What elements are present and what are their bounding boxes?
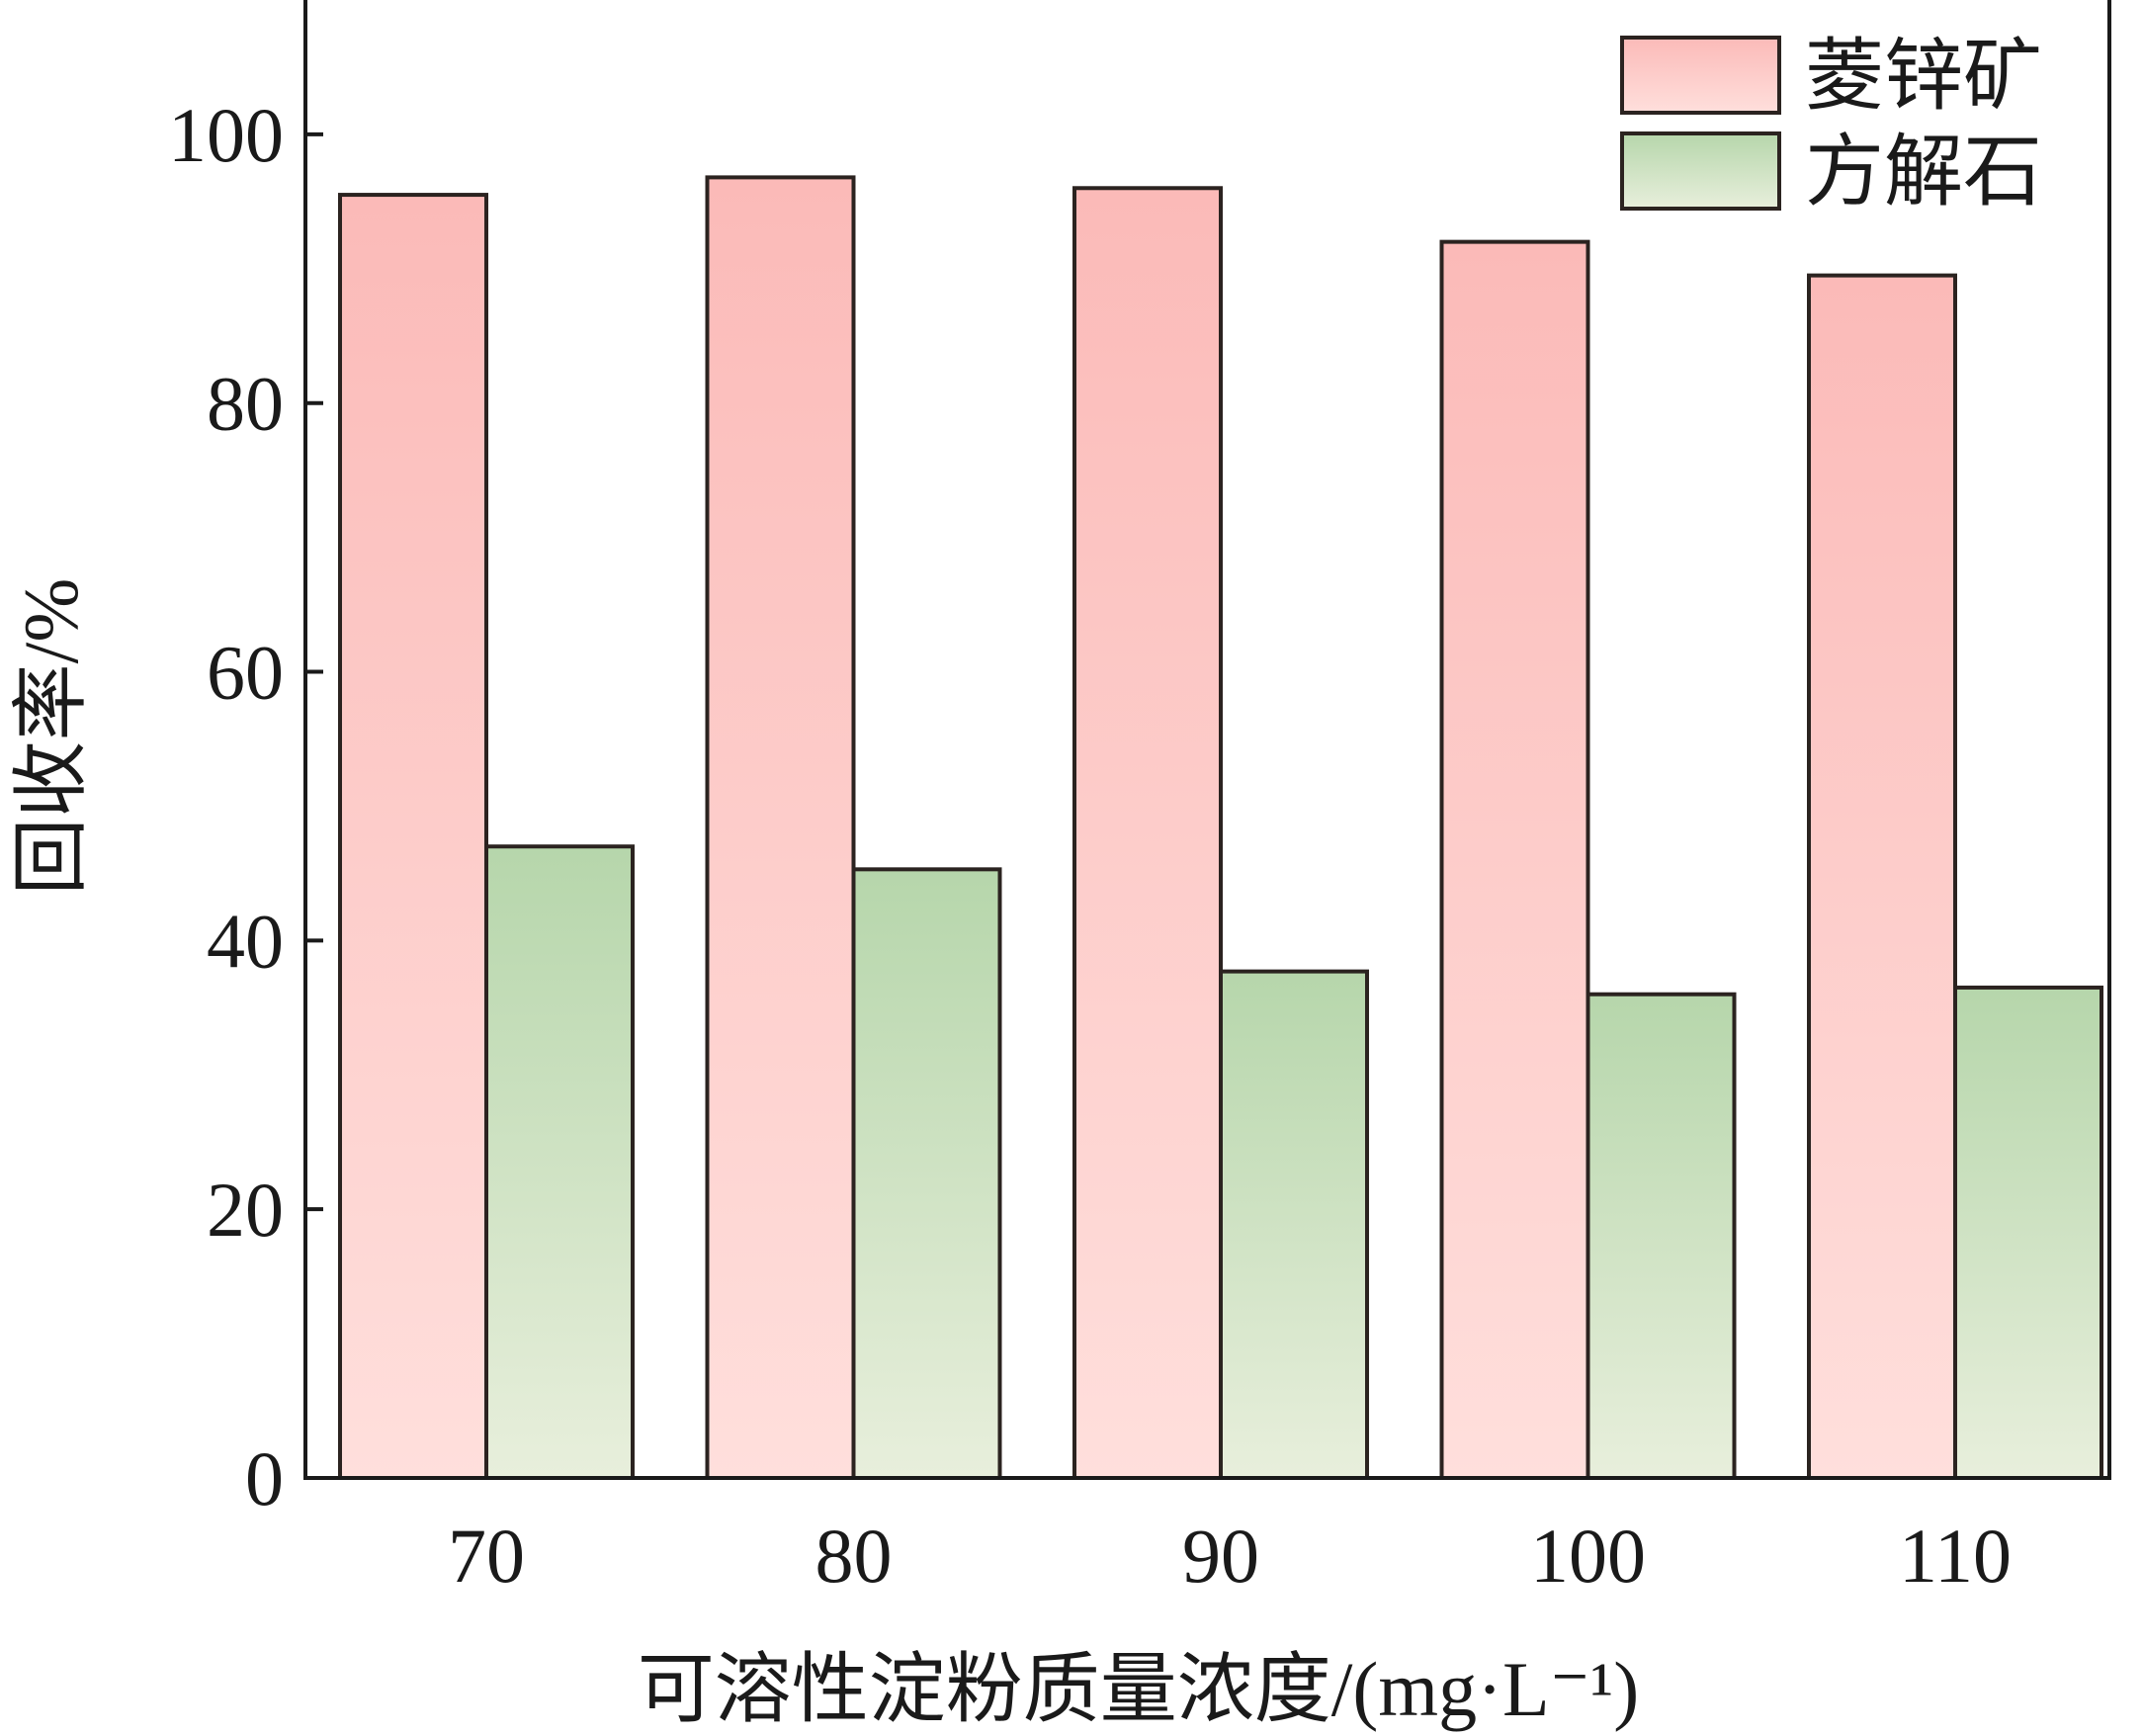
y-tick-label: 60 <box>207 630 284 716</box>
bar-series1-70 <box>338 193 488 1480</box>
x-tick-label: 90 <box>1182 1513 1259 1599</box>
x-tick-label: 100 <box>1530 1513 1646 1599</box>
bar-series2-110 <box>1953 985 2103 1480</box>
bar-series2-100 <box>1586 992 1737 1481</box>
labels-layer: 0 20 40 60 80 100 70 80 90 100 110 可溶性淀粉质量浓度/(mg·L⁻… <box>8 92 2012 1732</box>
x-tick-label: 80 <box>815 1513 893 1599</box>
bar-series1-100 <box>1439 239 1590 1481</box>
axes-layer <box>303 0 2111 1480</box>
x-axis-title: 可溶性淀粉质量浓度/(mg·L⁻¹) <box>638 1646 1639 1732</box>
bar-series2-80 <box>851 867 1002 1480</box>
legend-label-2: 方解石 <box>1805 130 2042 217</box>
x-tick-label: 110 <box>1899 1513 2012 1599</box>
y-tick-label: 20 <box>207 1167 284 1253</box>
y-tick-label: 40 <box>207 898 284 984</box>
bar-series2-70 <box>484 844 635 1480</box>
legend-swatch-2 <box>1620 131 1781 211</box>
y-tick-label: 0 <box>245 1435 284 1521</box>
legend-label-1: 菱锌矿 <box>1805 34 2042 121</box>
legend-swatch-1 <box>1620 36 1781 115</box>
bar-series2-90 <box>1219 969 1369 1480</box>
y-tick-label: 80 <box>207 361 284 447</box>
y-axis-title: 回收率/% <box>8 578 94 896</box>
bars-layer <box>338 175 2103 1481</box>
plot-frame <box>303 0 2111 1480</box>
x-tick-label: 70 <box>448 1513 525 1599</box>
y-tick-label: 100 <box>168 92 284 178</box>
bar-series1-80 <box>705 175 856 1480</box>
bar-series1-110 <box>1807 273 1957 1480</box>
bar-series1-90 <box>1072 186 1223 1481</box>
